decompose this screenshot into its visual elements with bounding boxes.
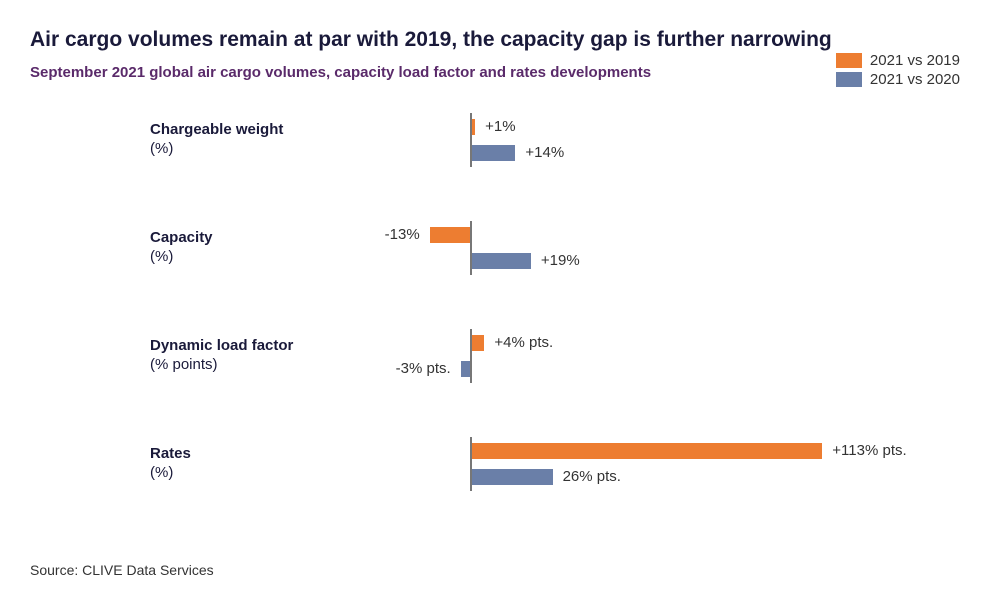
metric-label-line1: Chargeable weight — [150, 121, 410, 140]
bar-2021-vs-2020 — [472, 253, 531, 269]
metric-label: Chargeable weight(%) — [150, 121, 410, 159]
metric-label: Capacity(%) — [150, 229, 410, 267]
bar-2021-vs-2019 — [472, 119, 475, 135]
metric-label-line1: Dynamic load factor — [150, 337, 410, 356]
metric-label-line2: (%) — [150, 464, 410, 483]
chart-area: Chargeable weight(%)+1%+14%Capacity(%)-1… — [30, 99, 970, 529]
bar-2021-vs-2019 — [472, 335, 484, 351]
bar-2021-vs-2020 — [461, 361, 470, 377]
metric-label-line2: (% points) — [150, 356, 410, 375]
metric-label-line1: Rates — [150, 445, 410, 464]
legend: 2021 vs 2019 2021 vs 2020 — [836, 52, 960, 90]
metric-label-line2: (%) — [150, 248, 410, 267]
metric-label: Dynamic load factor(% points) — [150, 337, 410, 375]
bar-2021-vs-2019 — [472, 443, 822, 459]
bar-value-label: +113% pts. — [832, 442, 906, 459]
legend-swatch-2019 — [836, 53, 862, 68]
metric-label-line1: Capacity — [150, 229, 410, 248]
bar-value-label: +14% — [525, 144, 564, 161]
bar-2021-vs-2020 — [472, 469, 553, 485]
chart-title: Air cargo volumes remain at par with 201… — [30, 28, 970, 52]
legend-item-2019: 2021 vs 2019 — [836, 52, 960, 69]
bar-value-label: -3% pts. — [396, 360, 451, 377]
metric-label: Rates(%) — [150, 445, 410, 483]
legend-label-2019: 2021 vs 2019 — [870, 52, 960, 69]
legend-item-2020: 2021 vs 2020 — [836, 71, 960, 88]
bar-value-label: -13% — [385, 226, 420, 243]
metric-group: Capacity(%)-13%+19% — [30, 227, 970, 287]
metric-group: Chargeable weight(%) +1% +14% — [30, 119, 970, 179]
legend-label-2020: 2021 vs 2020 — [870, 71, 960, 88]
bar-value-label: 26% pts. — [563, 468, 621, 485]
metric-group: Dynamic load factor(% points) +4% pts. -3%… — [30, 335, 970, 395]
metric-label-line2: (%) — [150, 140, 410, 159]
source-text: Source: CLIVE Data Services — [30, 562, 214, 578]
legend-swatch-2020 — [836, 72, 862, 87]
bar-value-label: +19% — [541, 252, 580, 269]
bar-value-label: +1% — [485, 118, 515, 135]
bar-2021-vs-2019 — [430, 227, 470, 243]
chart-subtitle: September 2021 global air cargo volumes,… — [30, 64, 970, 81]
bar-value-label: +4% pts. — [494, 334, 553, 351]
bar-2021-vs-2020 — [472, 145, 515, 161]
metric-group: Rates(%) +113% pts. 26% pts. — [30, 443, 970, 503]
